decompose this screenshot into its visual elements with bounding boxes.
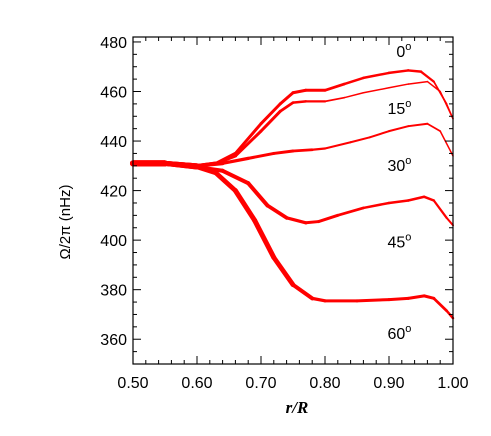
y-tick-label: 360 <box>100 332 127 349</box>
series-2-segment <box>195 161 225 168</box>
series-4-segment <box>310 296 327 303</box>
x-tick-label: 0.90 <box>373 375 404 392</box>
latitude-label: 30o <box>387 155 411 175</box>
y-tick-label: 420 <box>100 184 127 201</box>
series-2-segment <box>426 122 442 133</box>
x-tick-label: 1.00 <box>437 375 468 392</box>
series-3-segment <box>265 203 289 220</box>
chart-ticks: 0.50 0.60 0.70 0.80 0.90 1.00 360 380 400 420 440 4… <box>100 35 468 392</box>
series-4-segment <box>387 296 410 302</box>
series-1-segment <box>426 80 441 93</box>
series-4-segment <box>432 296 448 313</box>
series-2-segment <box>291 148 314 153</box>
series-3-segment <box>317 213 340 224</box>
series-4-segment <box>252 217 277 260</box>
series-0-segment <box>259 102 282 126</box>
series-2-segment <box>368 130 390 139</box>
series-0-segment <box>362 71 391 80</box>
series-4-segment <box>162 160 200 170</box>
series-4-segment <box>232 188 258 223</box>
series-3-segment <box>362 201 391 210</box>
series-0-segment <box>291 88 308 95</box>
y-tick-label: 480 <box>100 35 127 52</box>
y-tick-label: 380 <box>100 283 127 300</box>
series-2-segment <box>407 122 429 128</box>
series-3-segment <box>387 199 410 205</box>
series-4-segment <box>406 294 426 300</box>
series-1-segment <box>388 83 409 89</box>
series-1-segment <box>233 129 263 158</box>
series-2-segment <box>349 136 371 144</box>
series-2-segment <box>439 130 454 157</box>
series-4 <box>130 160 455 320</box>
series-0-segment <box>342 76 365 86</box>
series-1-segment <box>324 96 346 103</box>
plot-frame <box>132 36 454 365</box>
chart-axes <box>132 36 454 365</box>
series-1-segment <box>278 101 295 113</box>
series-2-segment <box>220 156 250 165</box>
series-4-segment <box>213 170 238 193</box>
series-3-segment <box>220 168 251 186</box>
series-1-segment <box>259 109 282 133</box>
latitude-label: 15o <box>387 98 411 118</box>
series-1-segment <box>291 100 308 104</box>
series-0-segment <box>406 69 423 73</box>
series-3-segment <box>445 216 454 227</box>
series-0-segment <box>323 82 346 92</box>
series-3-segment <box>284 216 308 225</box>
series-3-segment <box>432 199 448 219</box>
series-3-segment <box>304 220 321 225</box>
series-3-segment <box>246 181 270 208</box>
series-4-segment <box>422 294 436 300</box>
series-0-segment <box>419 70 435 83</box>
x-tick-label: 0.70 <box>245 375 276 392</box>
latitude-label: 0o <box>396 41 411 61</box>
series-2-segment <box>324 141 352 150</box>
series-1-segment <box>343 91 365 99</box>
series-4-segment <box>291 282 315 301</box>
chart-curves <box>130 69 455 320</box>
series-0-segment <box>233 122 263 155</box>
series-0-segment <box>278 91 295 106</box>
latitude-label: 60o <box>387 323 411 343</box>
series-2-segment <box>272 149 295 155</box>
series-2-segment <box>388 125 410 133</box>
series-1-segment <box>362 87 390 94</box>
x-axis-label: r/R <box>286 398 309 417</box>
series-3-segment <box>422 195 436 202</box>
series-4-segment <box>194 164 219 176</box>
series-3-segment <box>336 206 365 217</box>
y-axis-label: Ω/2π (nHz) <box>57 185 74 260</box>
series-2-segment <box>311 147 327 151</box>
x-tick-label: 0.50 <box>117 375 148 392</box>
series-2-segment <box>246 151 276 160</box>
series-1-segment <box>407 80 429 85</box>
latitude-label: 45o <box>387 232 411 252</box>
x-tick-label: 0.60 <box>181 375 212 392</box>
series-0-segment <box>387 69 410 75</box>
y-tick-label: 400 <box>100 233 127 250</box>
x-tick-label: 0.80 <box>309 375 340 392</box>
series-4-segment <box>271 255 296 288</box>
series-3-segment <box>406 195 426 202</box>
chart-annotations: 0o 15o 30o 45o 60o <box>387 41 411 343</box>
series-4-segment <box>355 298 391 303</box>
y-tick-label: 440 <box>100 134 127 151</box>
series-1-segment <box>439 90 454 120</box>
y-tick-label: 460 <box>100 85 127 102</box>
